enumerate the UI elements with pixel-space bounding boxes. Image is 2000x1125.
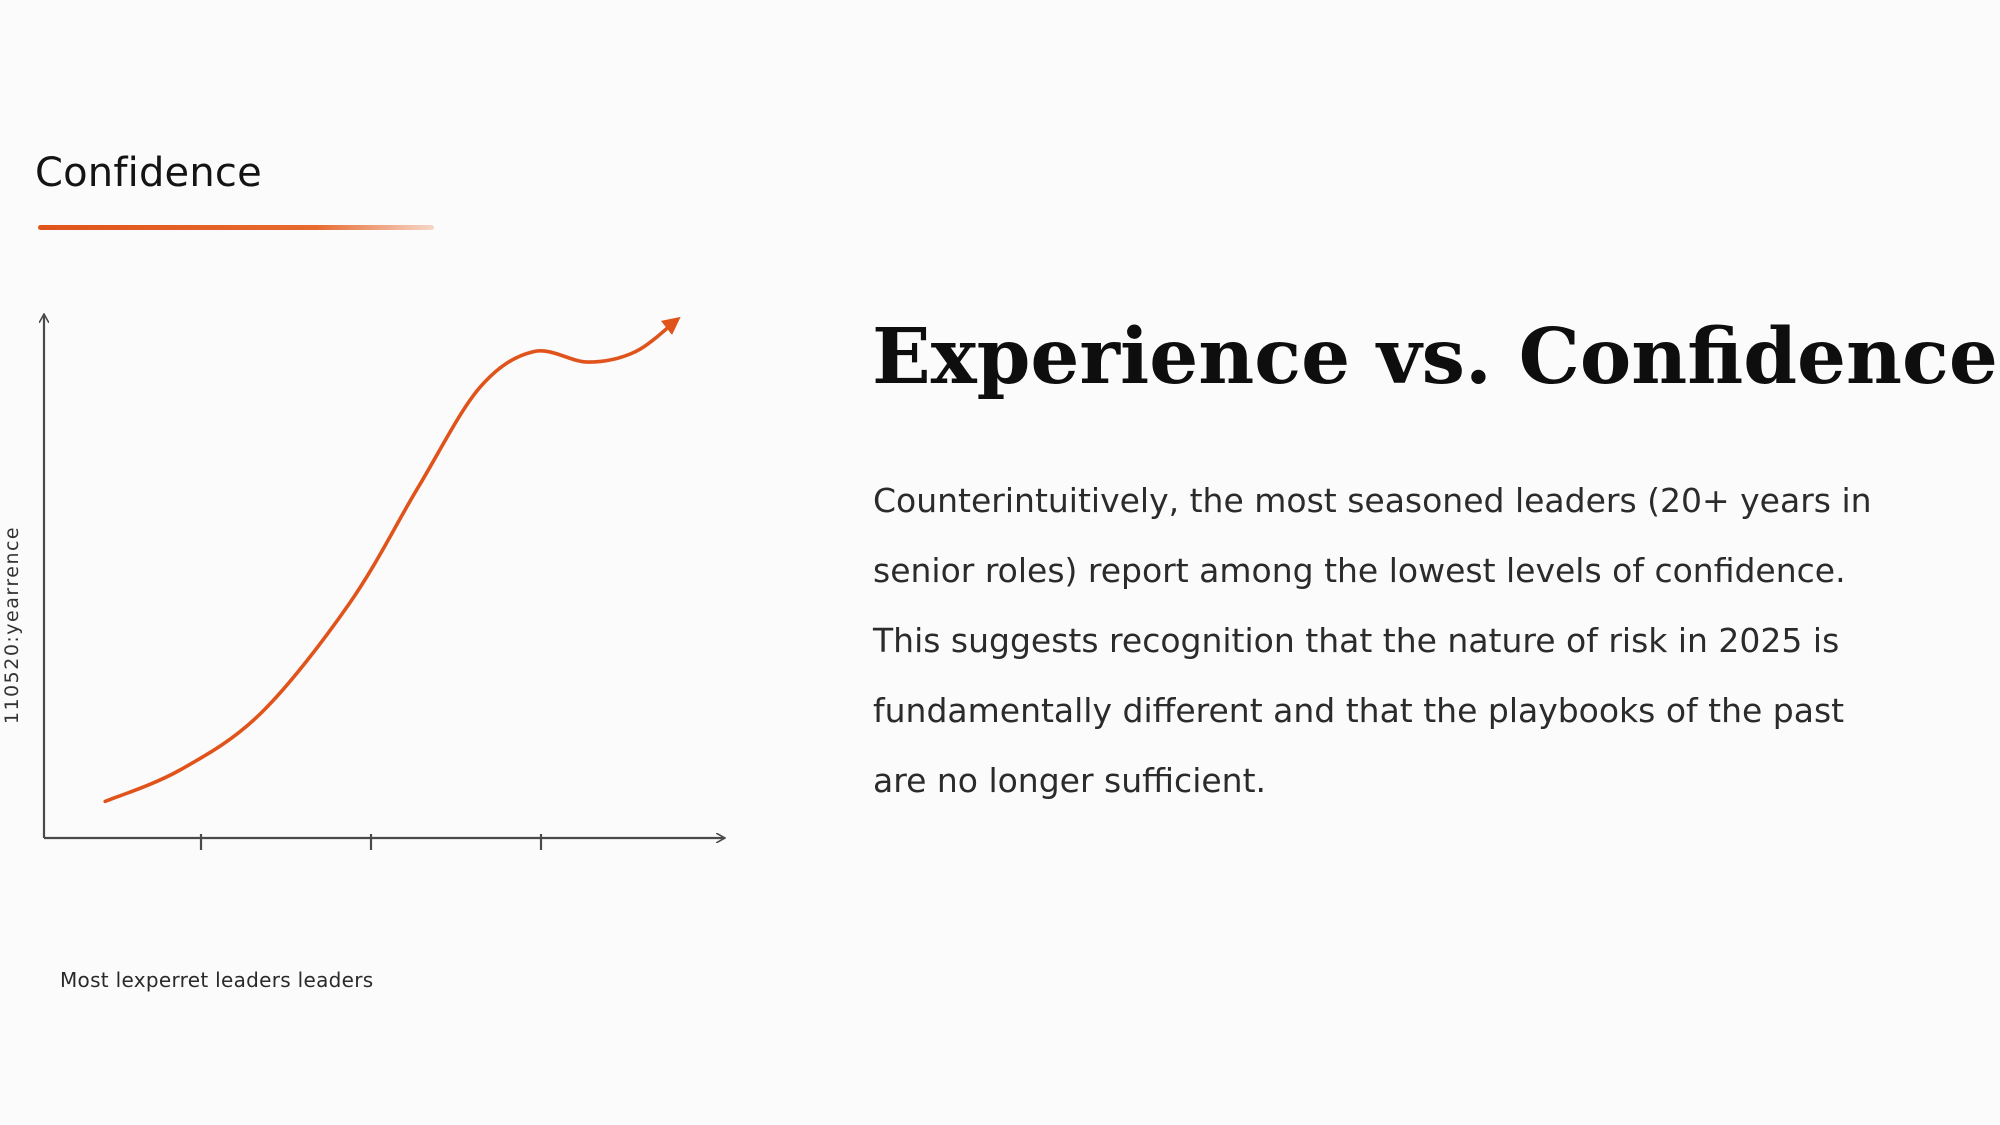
chart-heading: Confidence <box>35 150 262 196</box>
chart-heading-underline <box>38 225 434 230</box>
line-chart <box>0 290 760 850</box>
y-axis-label: 110520:yearrence <box>1 525 23 725</box>
series-line-confidence <box>103 316 681 804</box>
x-axis-caption: Most lexperret leaders leaders <box>60 968 374 992</box>
slide-title: Experience vs. Confidence <box>872 312 1998 402</box>
body-paragraph: Counterintuitively, the most seasoned le… <box>873 481 1872 800</box>
